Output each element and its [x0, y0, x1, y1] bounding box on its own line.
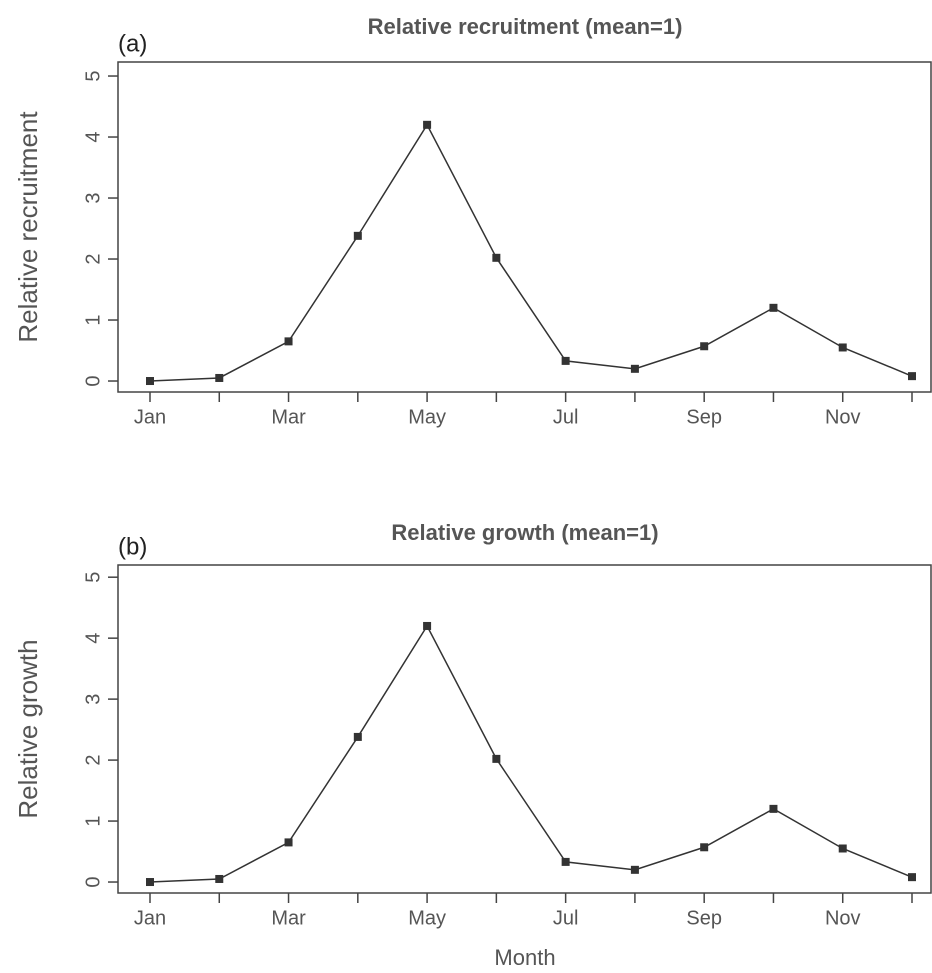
x-tick-label: Jan — [134, 907, 166, 929]
x-tick-label: Jul — [553, 406, 579, 428]
chart-title: Relative growth (mean=1) — [391, 520, 658, 545]
data-point — [908, 372, 916, 381]
data-point — [769, 804, 778, 813]
y-tick-label: 5 — [82, 572, 104, 583]
x-tick-label: May — [408, 406, 446, 428]
y-tick-label: 3 — [82, 694, 104, 705]
y-tick-label: 0 — [82, 375, 104, 386]
data-point — [423, 621, 432, 630]
y-tick-label: 5 — [82, 70, 104, 81]
data-point — [838, 343, 847, 352]
x-tick-label: Nov — [825, 907, 861, 929]
x-tick-label: Nov — [825, 406, 861, 428]
panel-label: (b) — [118, 533, 147, 560]
data-line — [149, 123, 913, 382]
plot-frame — [117, 61, 932, 393]
data-point — [146, 878, 154, 887]
data-point — [838, 844, 847, 853]
x-tick-label: Sep — [686, 907, 722, 929]
data-point — [215, 874, 224, 883]
data-point — [146, 377, 154, 386]
data-point — [492, 754, 501, 763]
y-tick-label: 3 — [82, 192, 104, 203]
y-tick-label: 0 — [82, 876, 104, 887]
x-tick-label: Sep — [686, 406, 722, 428]
data-point — [630, 364, 639, 373]
data-point — [908, 873, 916, 882]
data-point — [284, 838, 293, 847]
plot-frame — [117, 564, 932, 894]
chart-title: Relative recruitment (mean=1) — [368, 14, 683, 39]
panel-label: (a) — [118, 30, 147, 57]
data-point — [561, 857, 570, 866]
y-axis-label: Relative growth — [13, 639, 43, 818]
data-point — [630, 865, 639, 874]
y-axis-label: Relative recruitment — [13, 111, 43, 343]
data-point — [492, 253, 501, 262]
data-line — [149, 624, 913, 883]
y-tick-label: 1 — [82, 314, 104, 325]
y-tick-label: 4 — [82, 633, 104, 644]
data-point — [215, 373, 224, 382]
data-point — [700, 843, 709, 852]
data-point — [423, 120, 432, 129]
data-point — [353, 732, 362, 741]
x-tick-label: Jul — [553, 907, 579, 929]
y-tick-label: 1 — [82, 815, 104, 826]
data-point — [284, 337, 293, 346]
x-tick-label: Mar — [271, 907, 306, 929]
data-point — [353, 231, 362, 240]
y-tick-label: 2 — [82, 755, 104, 766]
data-point — [769, 303, 778, 312]
x-tick-label: May — [408, 907, 446, 929]
data-point — [700, 342, 709, 351]
data-point — [561, 356, 570, 365]
x-tick-label: Mar — [271, 406, 306, 428]
y-tick-label: 4 — [82, 131, 104, 142]
x-axis-label: Month — [494, 945, 555, 970]
y-tick-label: 2 — [82, 253, 104, 264]
x-tick-label: Jan — [134, 406, 166, 428]
